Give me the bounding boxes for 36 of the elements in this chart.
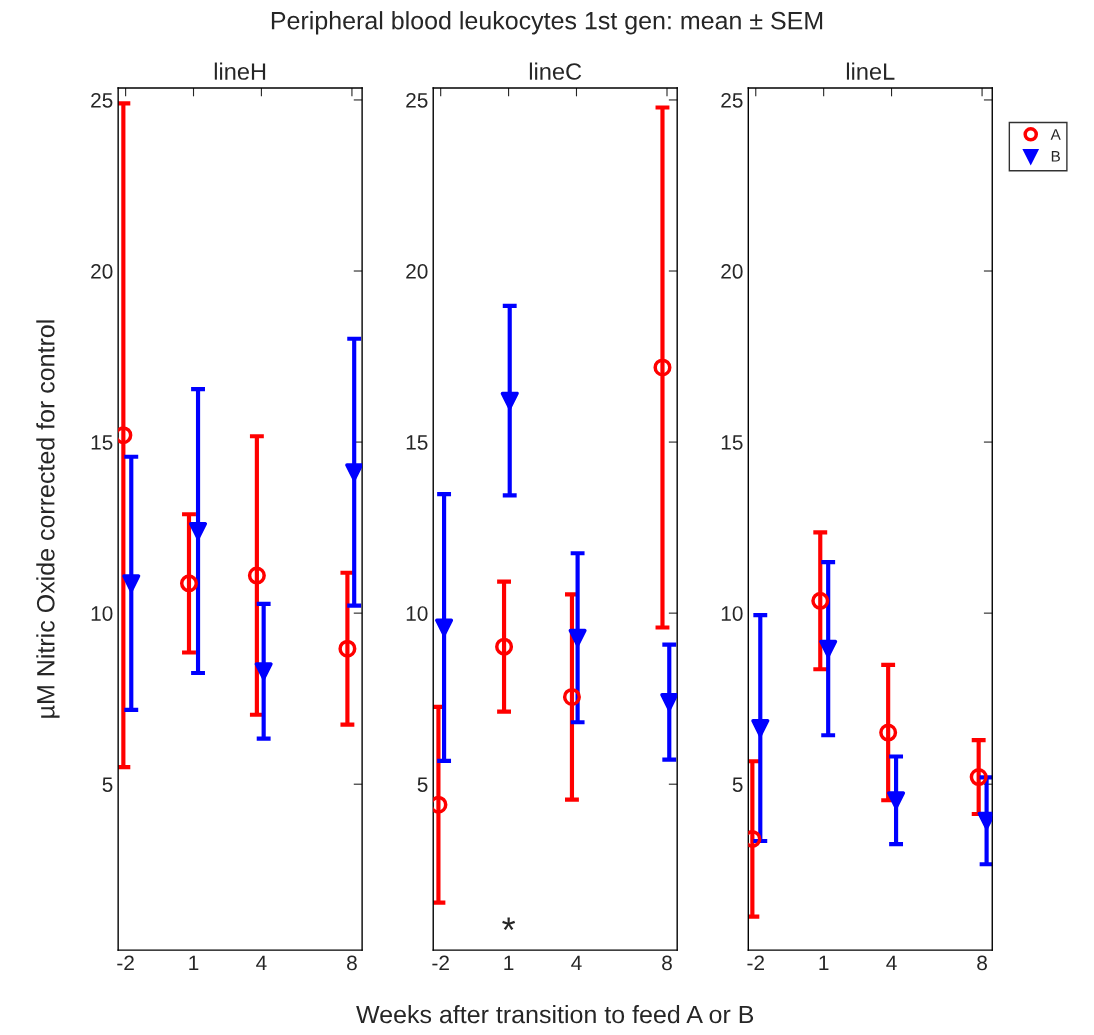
text: Peripheral blood leukocytes 1st gen: mean ± SEM: [271, 11, 823, 35]
y-tick-label: 25: [406, 92, 428, 108]
y-tick-label: 10: [406, 606, 428, 621]
y-tick-label: 5: [417, 777, 428, 792]
y-tick-label: 20: [91, 264, 113, 279]
x-tick-label: -2: [747, 955, 764, 971]
y-tick-label: 20: [721, 264, 743, 279]
x-tick-label: 8: [977, 955, 987, 971]
x-tick-label: 8: [347, 955, 357, 971]
y-tick-label: 25: [721, 92, 743, 108]
y-tick-label: 10: [721, 606, 743, 621]
legend-label: B: [1051, 151, 1060, 162]
x-tick-label: 4: [571, 955, 582, 971]
chart-title: lineH: [214, 62, 266, 80]
y-tick-label: 25: [91, 92, 113, 108]
legend-label: A: [1050, 129, 1061, 140]
y-tick-label: 10: [91, 606, 113, 621]
y-tick-label: 20: [406, 264, 428, 279]
y-tick-label: 5: [732, 777, 743, 792]
y-tick-label: 15: [406, 435, 428, 450]
y-tick-label: 5: [102, 777, 113, 792]
y-tick-label: 15: [721, 435, 743, 450]
x-tick-label: 1: [504, 955, 514, 971]
x-tick-label: -2: [117, 955, 134, 971]
annotation: *: [502, 917, 516, 931]
x-tick-label: 8: [662, 955, 672, 971]
y-axis-title: µM Nitric Oxide corrected for control: [36, 320, 60, 718]
x-tick-label: -2: [432, 955, 449, 971]
x-tick-label: 4: [886, 955, 897, 971]
chart-title: lineL: [846, 62, 895, 80]
y-tick-label: 15: [91, 435, 113, 450]
x-tick-label: 1: [819, 955, 829, 971]
x-tick-label: 1: [189, 955, 199, 971]
x-axis-title: Weeks after transition to feed A or B: [356, 1004, 754, 1024]
x-tick-label: 4: [256, 955, 267, 971]
chart-title: lineC: [529, 62, 582, 80]
